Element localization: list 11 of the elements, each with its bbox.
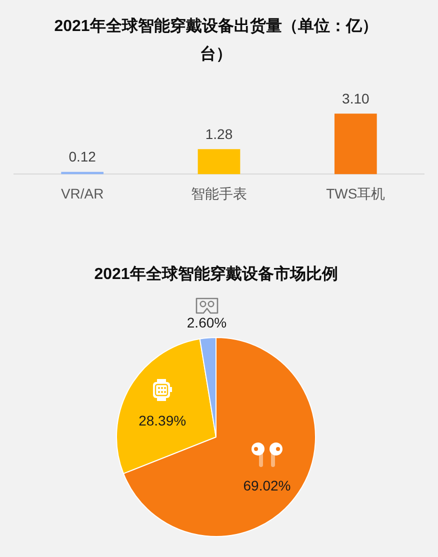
- chart-title: 2021年全球智能穿戴设备出货量（单位：亿）台）: [53, 16, 379, 65]
- x-tick-label: VR/AR: [60, 185, 104, 202]
- data-label: 1.28: [205, 126, 233, 142]
- data-label: 2.60%: [186, 314, 227, 331]
- x-tick-label: 智能手表: [191, 185, 247, 202]
- data-label: 69.02%: [243, 478, 291, 494]
- data-label: 3.10: [342, 90, 370, 106]
- data-label: 28.39%: [138, 412, 186, 428]
- x-tick-label: TWS耳机: [326, 185, 386, 202]
- data-label: 0.12: [68, 148, 96, 165]
- chart-title: 2021年全球智能穿戴设备市场比例: [93, 264, 339, 285]
